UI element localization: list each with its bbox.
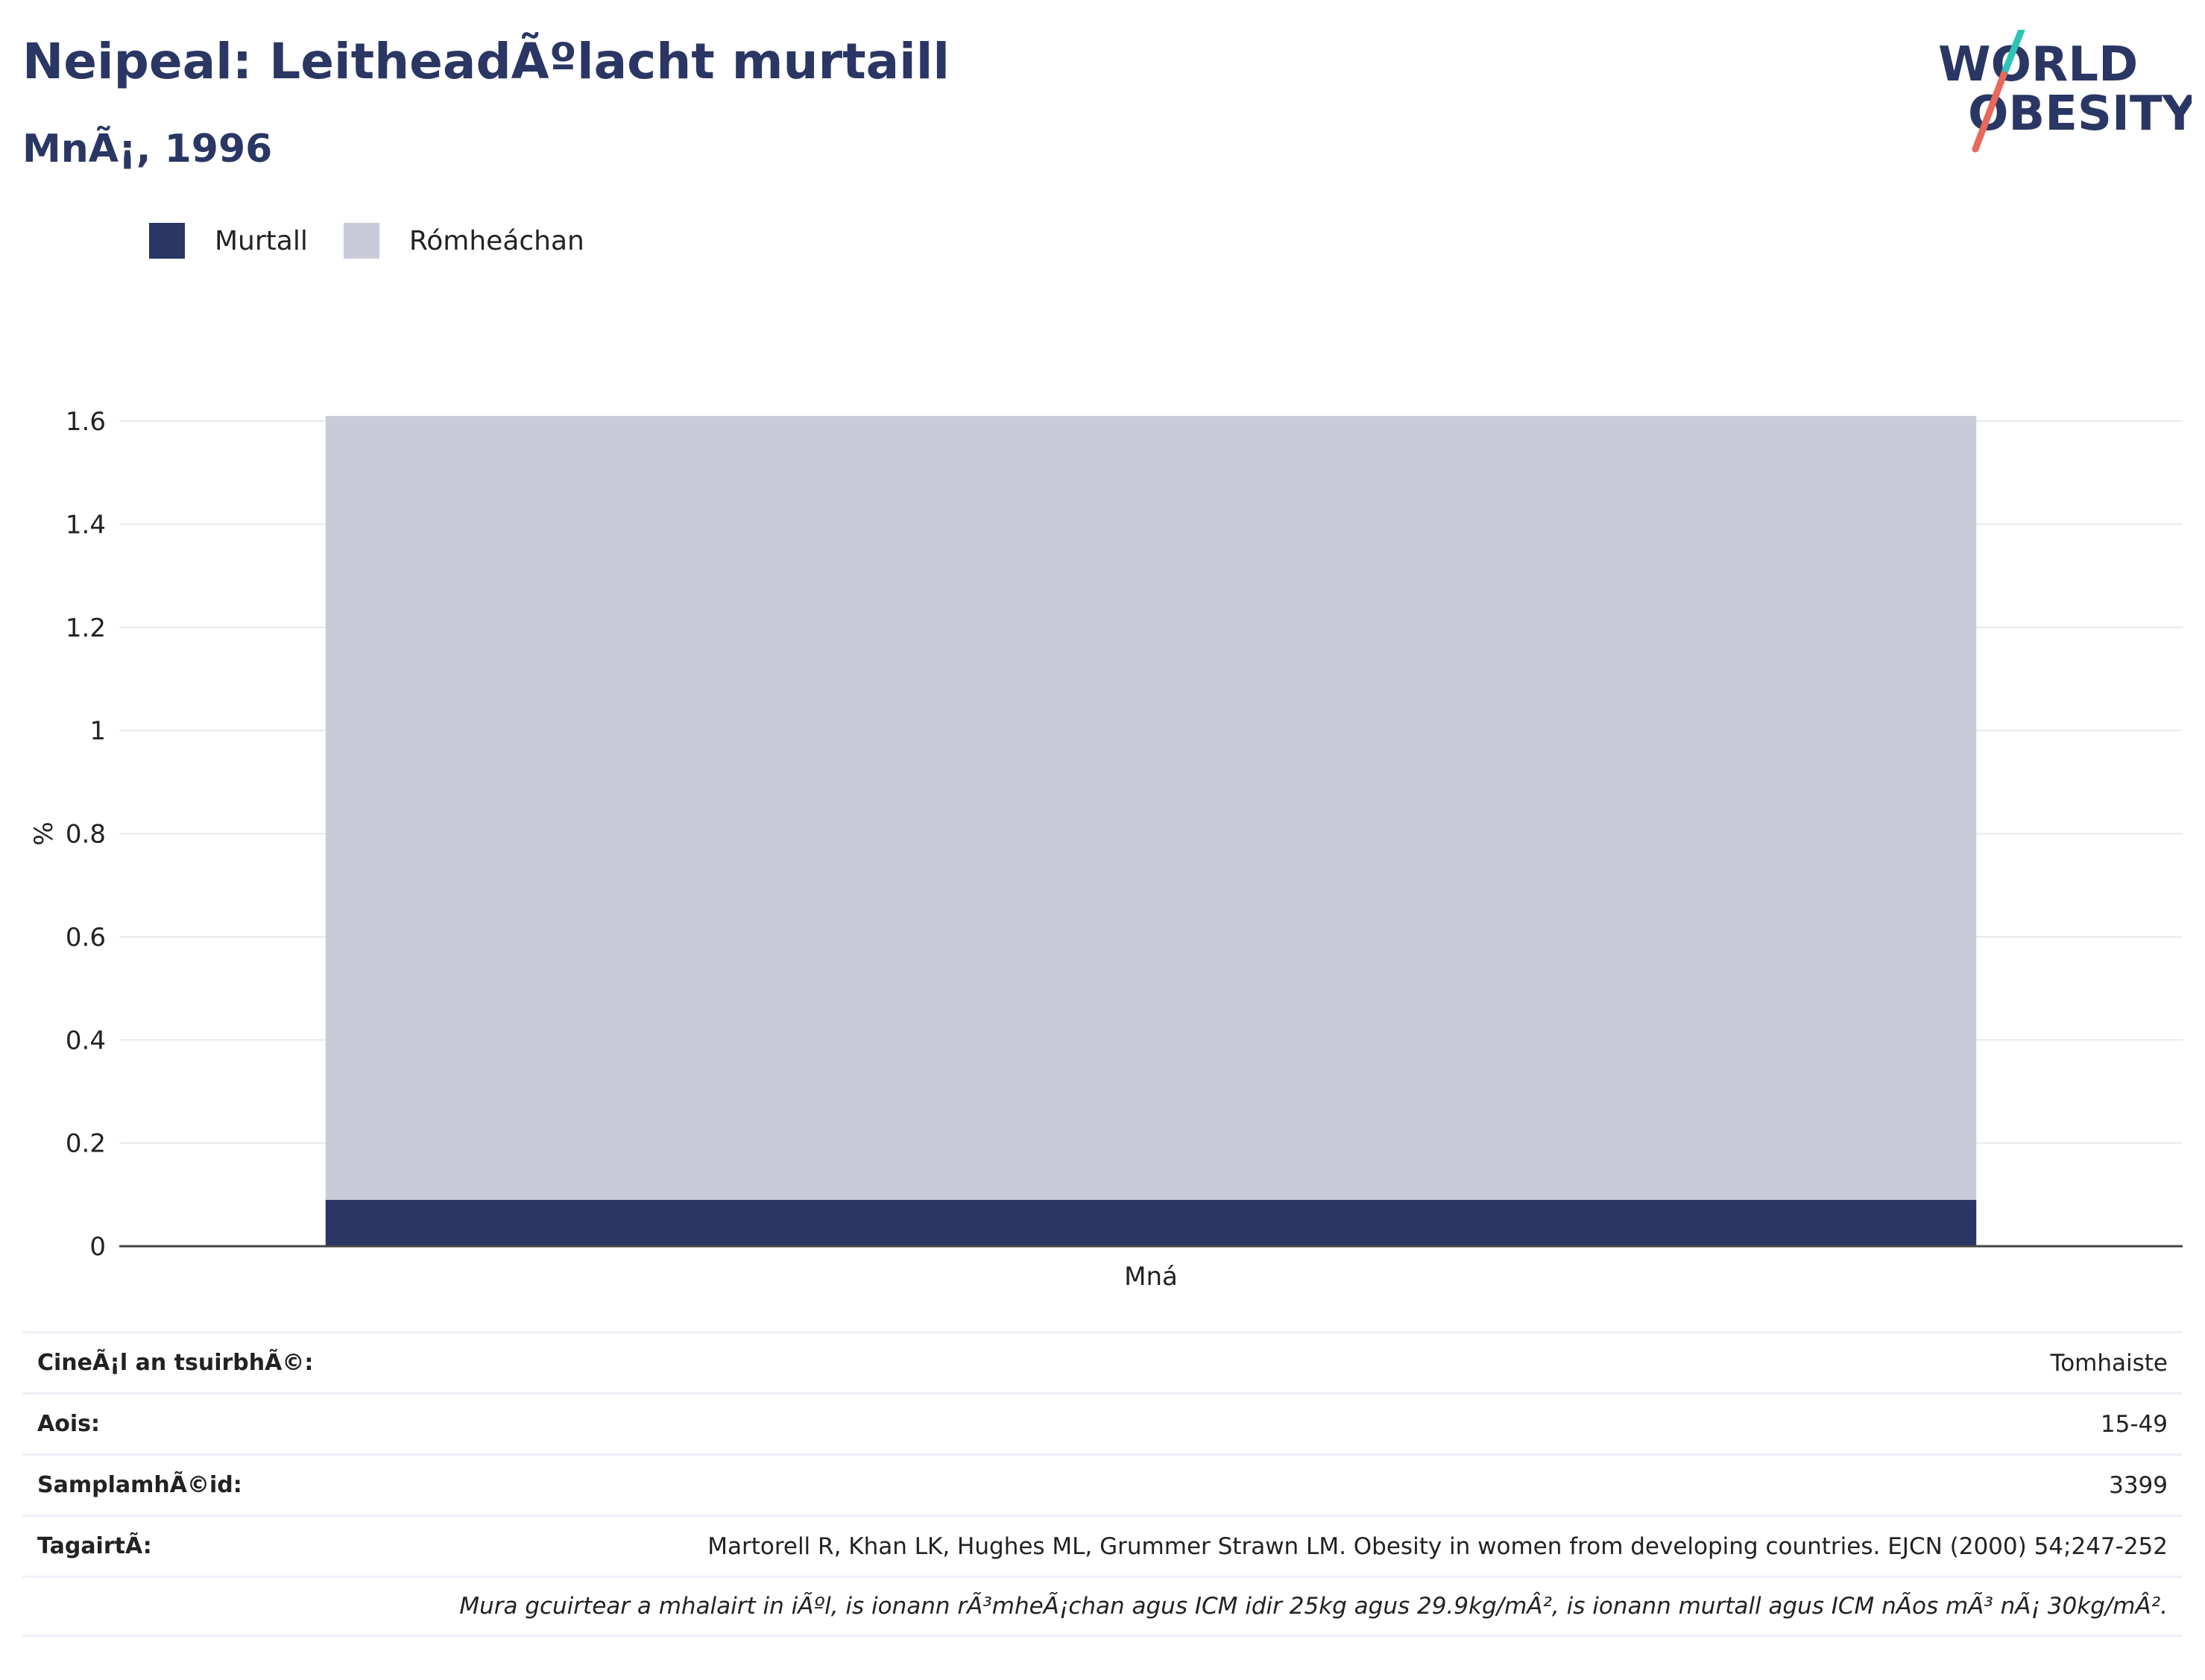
legend-item-romheachan[interactable]: Rómheáchan [343,223,584,259]
legend-item-murtall[interactable]: Murtall [149,223,308,259]
info-row-survey-type: CineÃ¡l an tsuirbhÃ©: Tomhaiste [22,1331,2183,1392]
axes: 0 0.2 0.4 0.6 0.8 1 1.2 1.4 1.6% Mná [29,407,2183,1292]
info-value-age: 15-49 [2100,1410,2168,1438]
chart-legend: Murtall Rómheáchan [149,222,620,259]
info-value-reference: Martorell R, Khan LK, Hughes ML, Grummer… [707,1532,2168,1560]
logo-line2: OBESITY [1968,86,2192,142]
bar-segment-romheachan[interactable] [325,416,1977,1200]
y-tick-label: 0.6 [66,923,106,953]
info-label-reference: TagairtÃ: [37,1533,152,1559]
y-tick-label: 0.4 [66,1026,106,1055]
info-label-survey-type: CineÃ¡l an tsuirbhÃ©: [37,1350,314,1376]
definition-note: Mura gcuirtear a mhalairt in iÃºl, is io… [459,1593,2168,1620]
info-label-age: Aois: [37,1411,100,1437]
legend-swatch-murtall [149,223,185,259]
chart-subtitle: MnÃ¡, 1996 [22,127,273,171]
legend-swatch-romheachan [343,223,379,259]
info-row-age: Aois: 15-49 [22,1392,2183,1453]
logo-slash-teal [2000,26,2025,78]
legend-label-murtall: Murtall [215,225,308,256]
info-row-note: Mura gcuirtear a mhalairt in iÃºl, is io… [22,1576,2183,1637]
bar-chart: 0 0.2 0.4 0.6 0.8 1 1.2 1.4 1.6% Mná [29,407,2183,1292]
y-tick-label: 1.4 [66,510,106,540]
info-label-sample-size: SamplamhÃ©id: [37,1472,242,1498]
y-tick-label: 0.8 [66,820,106,850]
y-tick-label: 1 [89,716,106,746]
survey-info-table: CineÃ¡l an tsuirbhÃ©: Tomhaiste Aois: 15… [22,1331,2183,1637]
info-value-sample-size: 3399 [2109,1471,2168,1499]
bar-segment-murtall[interactable] [325,1199,1977,1246]
world-obesity-logo: WORLD OBESITY [1938,26,2197,157]
chart-title: Neipeal: LeitheadÃºlacht murtaill [22,33,950,90]
logo-slash-coral [1972,71,2007,153]
y-tick-label: 0 [89,1232,106,1262]
y-tick-label: 1.6 [66,407,106,437]
y-tick-label: 0.2 [66,1129,106,1159]
y-tick-label: 1.2 [66,613,106,643]
legend-label-romheachan: Rómheáchan [408,225,584,256]
bars [325,416,1977,1246]
y-axis-label: % [29,821,59,845]
logo-line1: WORLD [1938,37,2138,92]
info-row-sample-size: SamplamhÃ©id: 3399 [22,1453,2183,1515]
info-row-reference: TagairtÃ: Martorell R, Khan LK, Hughes M… [22,1515,2183,1576]
x-tick-label: Mná [1124,1262,1178,1292]
info-value-survey-type: Tomhaiste [2050,1349,2168,1377]
